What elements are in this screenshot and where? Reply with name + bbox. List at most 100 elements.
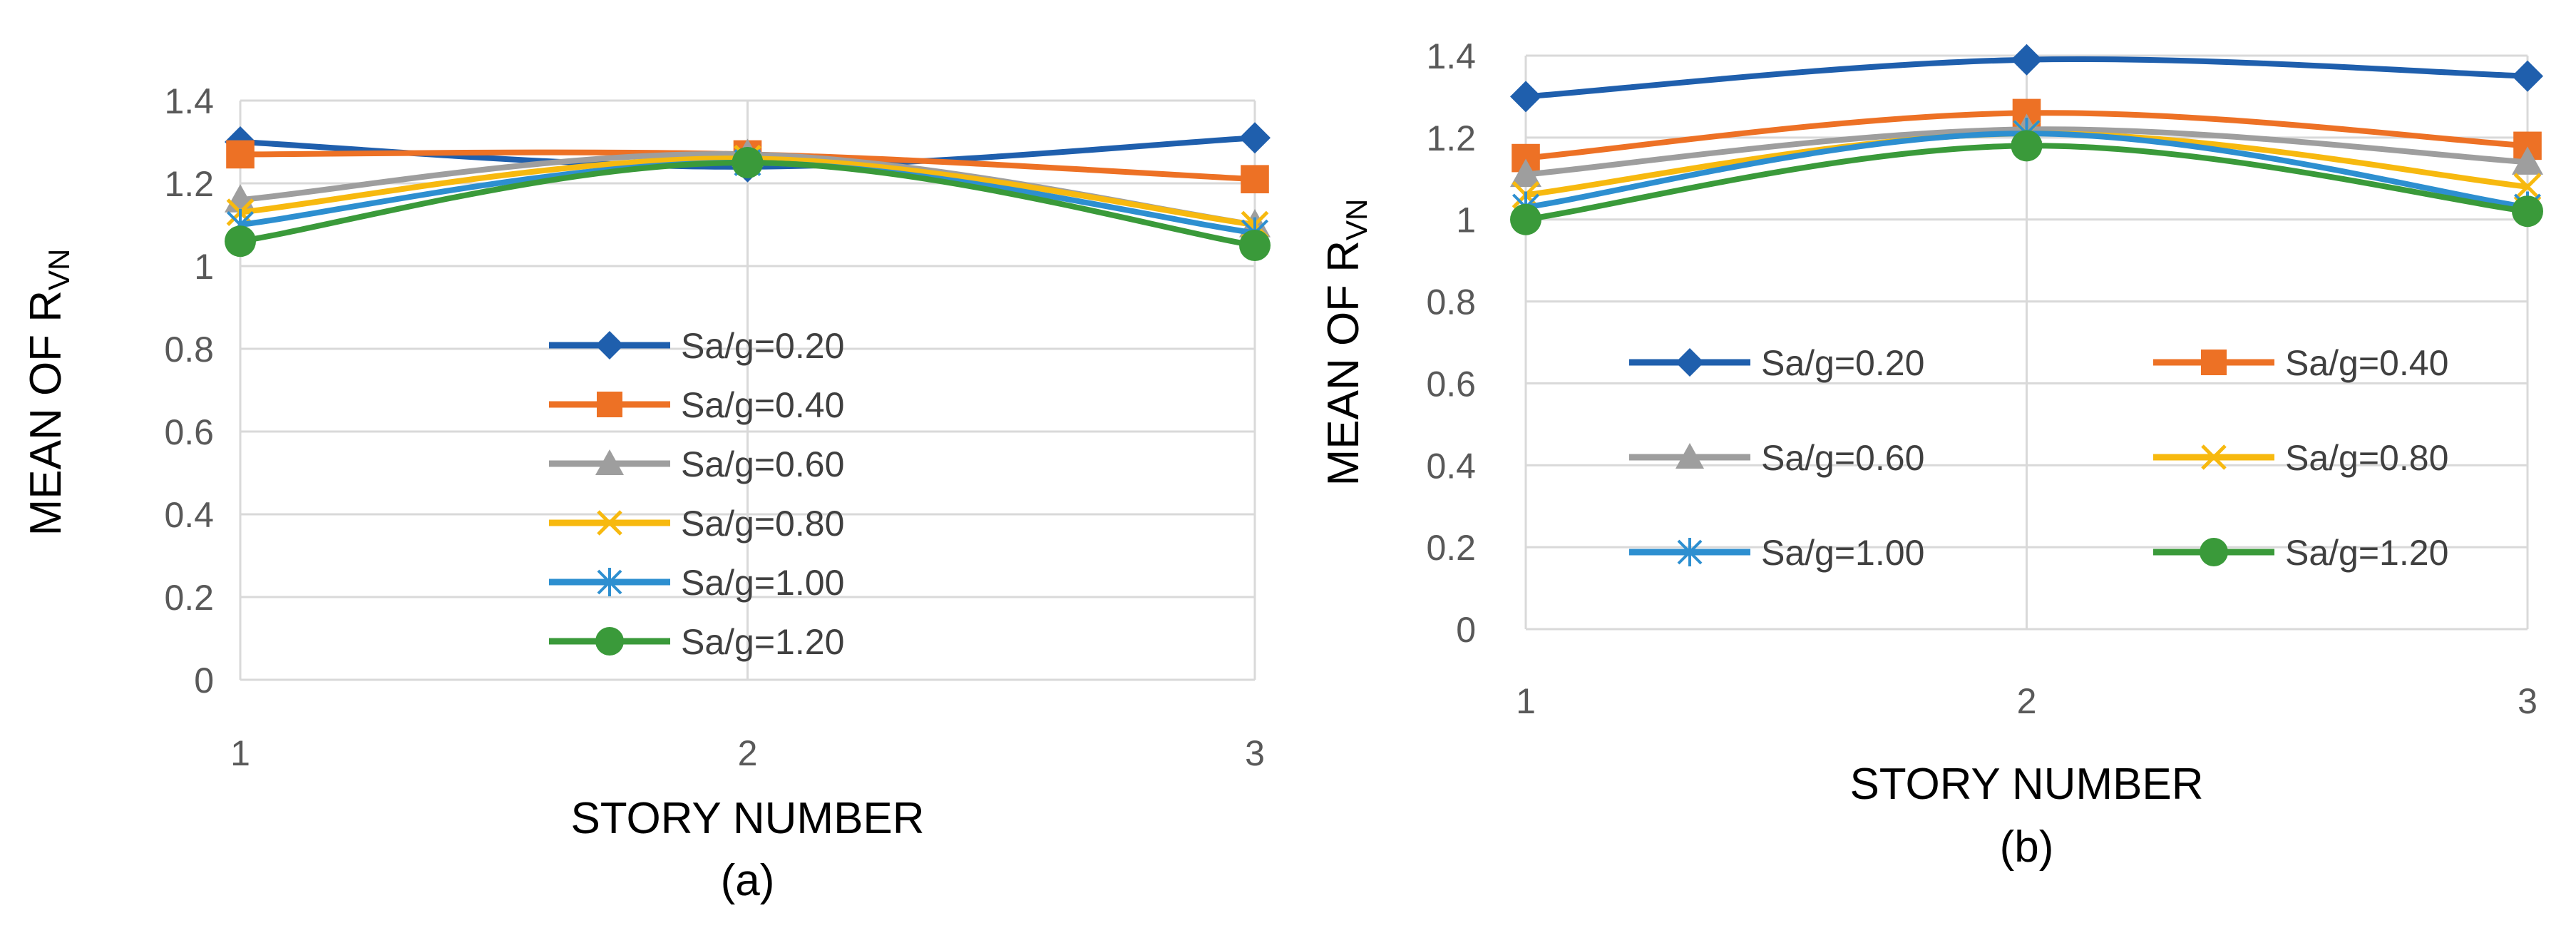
legend-label: Sa/g=0.40 bbox=[681, 385, 844, 425]
y-axis-title-subscript: VN bbox=[42, 249, 76, 290]
x-axis-title: STORY NUMBER bbox=[570, 794, 924, 843]
legend-marker bbox=[2200, 538, 2228, 566]
legend-item: Sa/g=0.60 bbox=[1629, 438, 1924, 478]
circle-marker bbox=[2011, 130, 2043, 162]
x-tick-label: 3 bbox=[2518, 681, 2537, 721]
circle-marker bbox=[225, 225, 256, 258]
legend-label: Sa/g=1.20 bbox=[2285, 533, 2448, 573]
square-marker bbox=[1241, 165, 1269, 193]
data-point bbox=[2011, 44, 2043, 76]
y-tick-label: 1.4 bbox=[164, 81, 214, 121]
legend-marker bbox=[1677, 538, 1703, 566]
y-tick-label: 0.2 bbox=[164, 578, 214, 618]
triangle-marker bbox=[1510, 158, 1541, 188]
diamond-marker bbox=[1239, 122, 1271, 154]
circle-marker bbox=[2200, 538, 2228, 566]
legend-item: Sa/g=0.80 bbox=[549, 504, 844, 544]
series-group bbox=[225, 122, 1271, 261]
gridlines bbox=[239, 99, 1256, 681]
diamond-marker bbox=[2512, 60, 2543, 92]
legend-label: Sa/g=0.80 bbox=[2285, 438, 2448, 478]
legend-label: Sa/g=0.80 bbox=[681, 504, 844, 544]
series-sa-g-0-20 bbox=[1510, 44, 2543, 113]
circle-marker bbox=[1510, 203, 1541, 235]
legend-marker bbox=[597, 510, 622, 536]
legend-item: Sa/g=0.40 bbox=[549, 385, 844, 425]
legend-marker bbox=[597, 568, 622, 596]
circle-marker bbox=[595, 627, 624, 656]
legend-item: Sa/g=0.40 bbox=[2153, 343, 2448, 383]
y-tick-label: 1 bbox=[194, 247, 214, 287]
data-point bbox=[1510, 158, 1541, 188]
data-point bbox=[1241, 165, 1269, 193]
legend-label: Sa/g=0.20 bbox=[681, 326, 844, 366]
y-axis-title-main: MEAN OF R bbox=[1319, 240, 1368, 486]
triangle-marker bbox=[595, 449, 624, 475]
legend-marker bbox=[597, 392, 622, 417]
legend-marker bbox=[2201, 444, 2227, 470]
x-tick-label: 3 bbox=[1245, 733, 1265, 773]
y-tick-label: 0.6 bbox=[164, 412, 214, 452]
y-tick-label: 0.4 bbox=[1426, 446, 1476, 486]
series-sa-g-1-20 bbox=[1510, 130, 2543, 235]
legend-marker bbox=[595, 449, 624, 475]
x-tick-label: 2 bbox=[2017, 681, 2037, 721]
y-tick-label: 0.2 bbox=[1426, 528, 1476, 568]
x-marker-stroke bbox=[597, 510, 622, 536]
series-group bbox=[1510, 44, 2543, 235]
data-point bbox=[226, 140, 255, 169]
y-axis-title: MEAN OF RVN bbox=[1319, 199, 1373, 486]
series-sa-g-1-20 bbox=[225, 147, 1271, 261]
x-tick-labels: 1 2 3 bbox=[230, 733, 1265, 773]
triangle-marker bbox=[2512, 146, 2543, 175]
circle-marker bbox=[2512, 195, 2543, 228]
legend-label: Sa/g=0.60 bbox=[1761, 438, 1924, 478]
legend-item: Sa/g=0.20 bbox=[549, 326, 844, 366]
chart-panel-a: 0 0.2 0.4 0.6 0.8 1 1.2 1.4 1 2 3 Sa/g=0… bbox=[21, 81, 1271, 905]
y-tick-label: 0.8 bbox=[1426, 282, 1476, 322]
legend-item: Sa/g=0.60 bbox=[549, 444, 844, 484]
square-marker bbox=[2201, 350, 2227, 375]
legend-label: Sa/g=1.20 bbox=[681, 622, 844, 662]
y-axis-title-main: MEAN OF R bbox=[21, 290, 71, 536]
square-marker bbox=[226, 140, 255, 169]
x-axis-title: STORY NUMBER bbox=[1849, 760, 2203, 809]
legend-item: Sa/g=1.00 bbox=[1629, 533, 1924, 573]
data-point bbox=[2512, 60, 2543, 92]
y-axis-title: MEAN OF RVN bbox=[21, 249, 76, 536]
legend-label: Sa/g=0.60 bbox=[681, 444, 844, 484]
x-marker-stroke bbox=[2513, 173, 2542, 201]
data-point bbox=[2513, 173, 2542, 201]
x-tick-labels: 1 2 3 bbox=[1516, 681, 2537, 721]
data-point bbox=[732, 147, 764, 178]
legend-marker bbox=[1676, 443, 1704, 469]
legend-marker bbox=[1676, 348, 1704, 377]
y-tick-label: 1 bbox=[1456, 200, 1476, 240]
data-point bbox=[1510, 203, 1541, 235]
triangle-marker bbox=[1676, 443, 1704, 469]
y-tick-label: 0.6 bbox=[1426, 364, 1476, 404]
legend: Sa/g=0.20 Sa/g=0.40 Sa/g=0.60 Sa/g=0.80 bbox=[549, 326, 844, 662]
legend-label: Sa/g=0.20 bbox=[1761, 343, 1924, 383]
y-tick-label: 1.2 bbox=[164, 164, 214, 204]
legend-label: Sa/g=1.00 bbox=[681, 563, 844, 603]
panel-label: (a) bbox=[721, 856, 775, 905]
data-point bbox=[2512, 146, 2543, 175]
diamond-marker bbox=[1676, 348, 1704, 377]
chart-panel-b: 0 0.2 0.4 0.6 0.8 1 1.2 1.4 1 2 3 Sa/g=0… bbox=[1319, 36, 2543, 872]
y-tick-labels: 0 0.2 0.4 0.6 0.8 1 1.2 1.4 bbox=[1426, 36, 1476, 650]
y-tick-label: 1.4 bbox=[1426, 36, 1476, 76]
data-point bbox=[1239, 122, 1271, 154]
data-point bbox=[2512, 195, 2543, 228]
circle-marker bbox=[1239, 230, 1271, 261]
y-tick-label: 0.4 bbox=[164, 495, 214, 535]
y-axis-title-subscript: VN bbox=[1340, 199, 1373, 240]
legend: Sa/g=0.20 Sa/g=0.40 Sa/g=0.60 Sa/g=0.80 bbox=[1629, 343, 2448, 573]
y-tick-label: 1.2 bbox=[1426, 118, 1476, 158]
y-tick-labels: 0 0.2 0.4 0.6 0.8 1 1.2 1.4 bbox=[164, 81, 214, 700]
legend-marker bbox=[595, 627, 624, 656]
legend-marker bbox=[595, 331, 624, 360]
legend-item: Sa/g=1.20 bbox=[2153, 533, 2448, 573]
y-tick-label: 0 bbox=[194, 661, 214, 700]
